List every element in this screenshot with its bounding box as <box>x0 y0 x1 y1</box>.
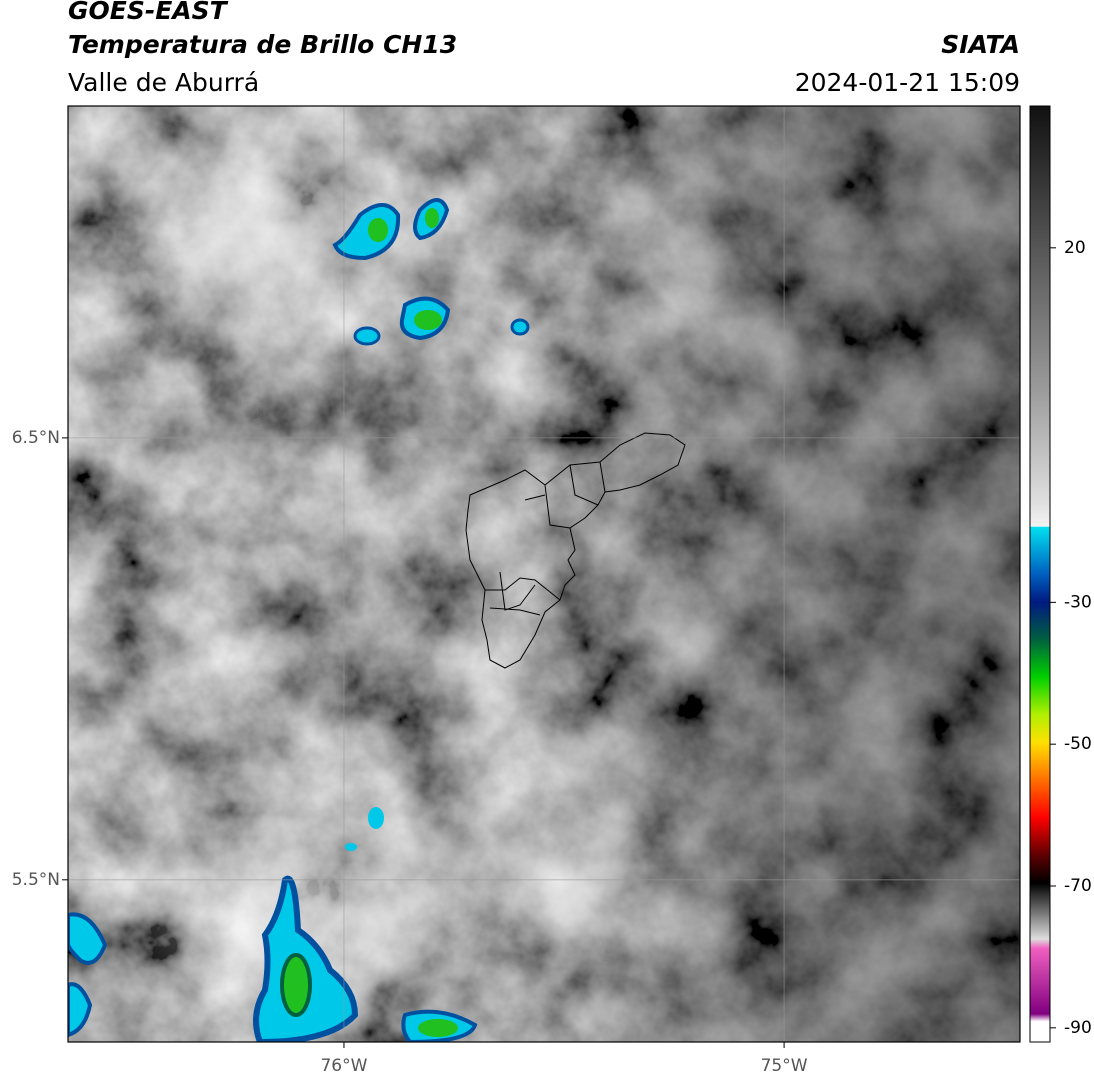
y-tick-label: 6.5°N <box>12 428 60 448</box>
product-title: Temperatura de Brillo CH13 <box>68 30 457 59</box>
colorbar-tick-label: -90 <box>1064 1018 1092 1038</box>
satellite-name: GOES-EAST <box>68 0 229 25</box>
timestamp: 2024-01-21 15:09 <box>795 68 1020 97</box>
colorbar-tick-label: -70 <box>1064 876 1092 896</box>
colorbar-tick-label: 20 <box>1064 238 1086 258</box>
x-tick-label: 75°W <box>761 1056 808 1076</box>
region: Valle de Aburrá <box>68 68 259 97</box>
satellite-image <box>68 106 1020 1042</box>
organization: SIATA <box>941 30 1020 59</box>
x-tick-label: 76°W <box>320 1056 367 1076</box>
cold-cloud-tops <box>68 198 530 1042</box>
graticule <box>68 106 1020 1042</box>
municipal-boundaries <box>465 432 686 669</box>
colorbar <box>1029 105 1051 1043</box>
colorbar-tick-label: -30 <box>1064 592 1092 612</box>
colorbar-tick-label: -50 <box>1064 734 1092 754</box>
map-frame <box>67 105 1021 1043</box>
y-tick-label: 5.5°N <box>12 870 60 890</box>
